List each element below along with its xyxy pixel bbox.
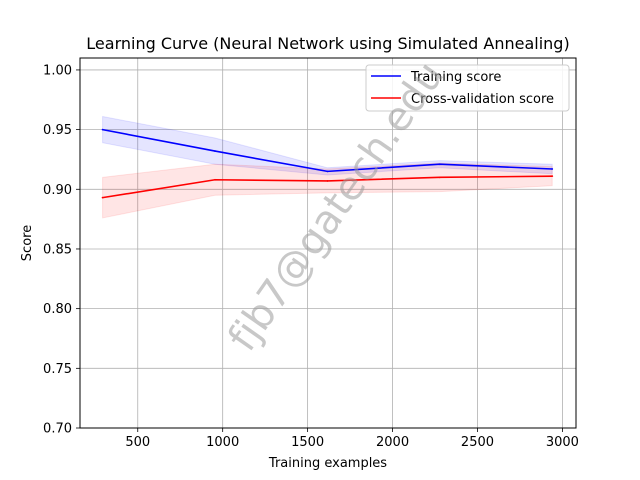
x-axis: 500 1000 1500 2000 2500 3000 [125,428,579,450]
y-axis-label: Score [20,225,35,261]
cross-validation-score-point [101,196,104,199]
legend-label-cross-validation: Cross-validation score [411,92,554,107]
chart-title: Learning Curve (Neural Network using Sim… [86,34,569,53]
training-score-point [551,168,554,170]
x-axis-label: Training examples [268,456,387,471]
y-tick-label: 0.70 [43,422,72,437]
cross-validation-score-point [326,180,329,182]
training-score-point [438,163,441,166]
training-score-point [214,150,216,152]
legend: Training score Cross-validation score [365,64,570,112]
cross-validation-score-point [438,176,441,179]
y-tick-label: 0.85 [43,242,72,257]
cross-validation-score-point [214,178,216,181]
x-tick-label: 2500 [461,435,494,450]
series-points [101,128,554,199]
training-confidence-band [102,115,553,176]
x-tick-label: 1500 [291,435,324,450]
y-tick-label: 0.95 [43,123,72,138]
plot-frame [79,57,577,429]
cross-validation-score-point [551,175,554,178]
legend-label-training: Training score [410,70,501,85]
training-score-point [101,128,104,131]
y-tick-label: 1.00 [43,63,72,78]
y-tick-label: 0.80 [43,302,72,317]
y-tick-label: 0.75 [43,362,72,377]
gridlines [80,58,576,429]
x-tick-label: 2000 [376,435,409,450]
x-tick-label: 500 [125,435,150,450]
x-tick-label: 3000 [546,435,579,450]
y-axis: 0.70 0.75 0.80 0.85 0.90 0.95 1.00 [43,63,80,437]
y-tick-label: 0.90 [43,183,72,198]
plot-area [79,57,577,429]
legend-box [365,64,570,112]
plot-frame-bg [80,58,576,428]
x-tick-label: 1000 [206,435,239,450]
training-score-point [326,170,329,173]
